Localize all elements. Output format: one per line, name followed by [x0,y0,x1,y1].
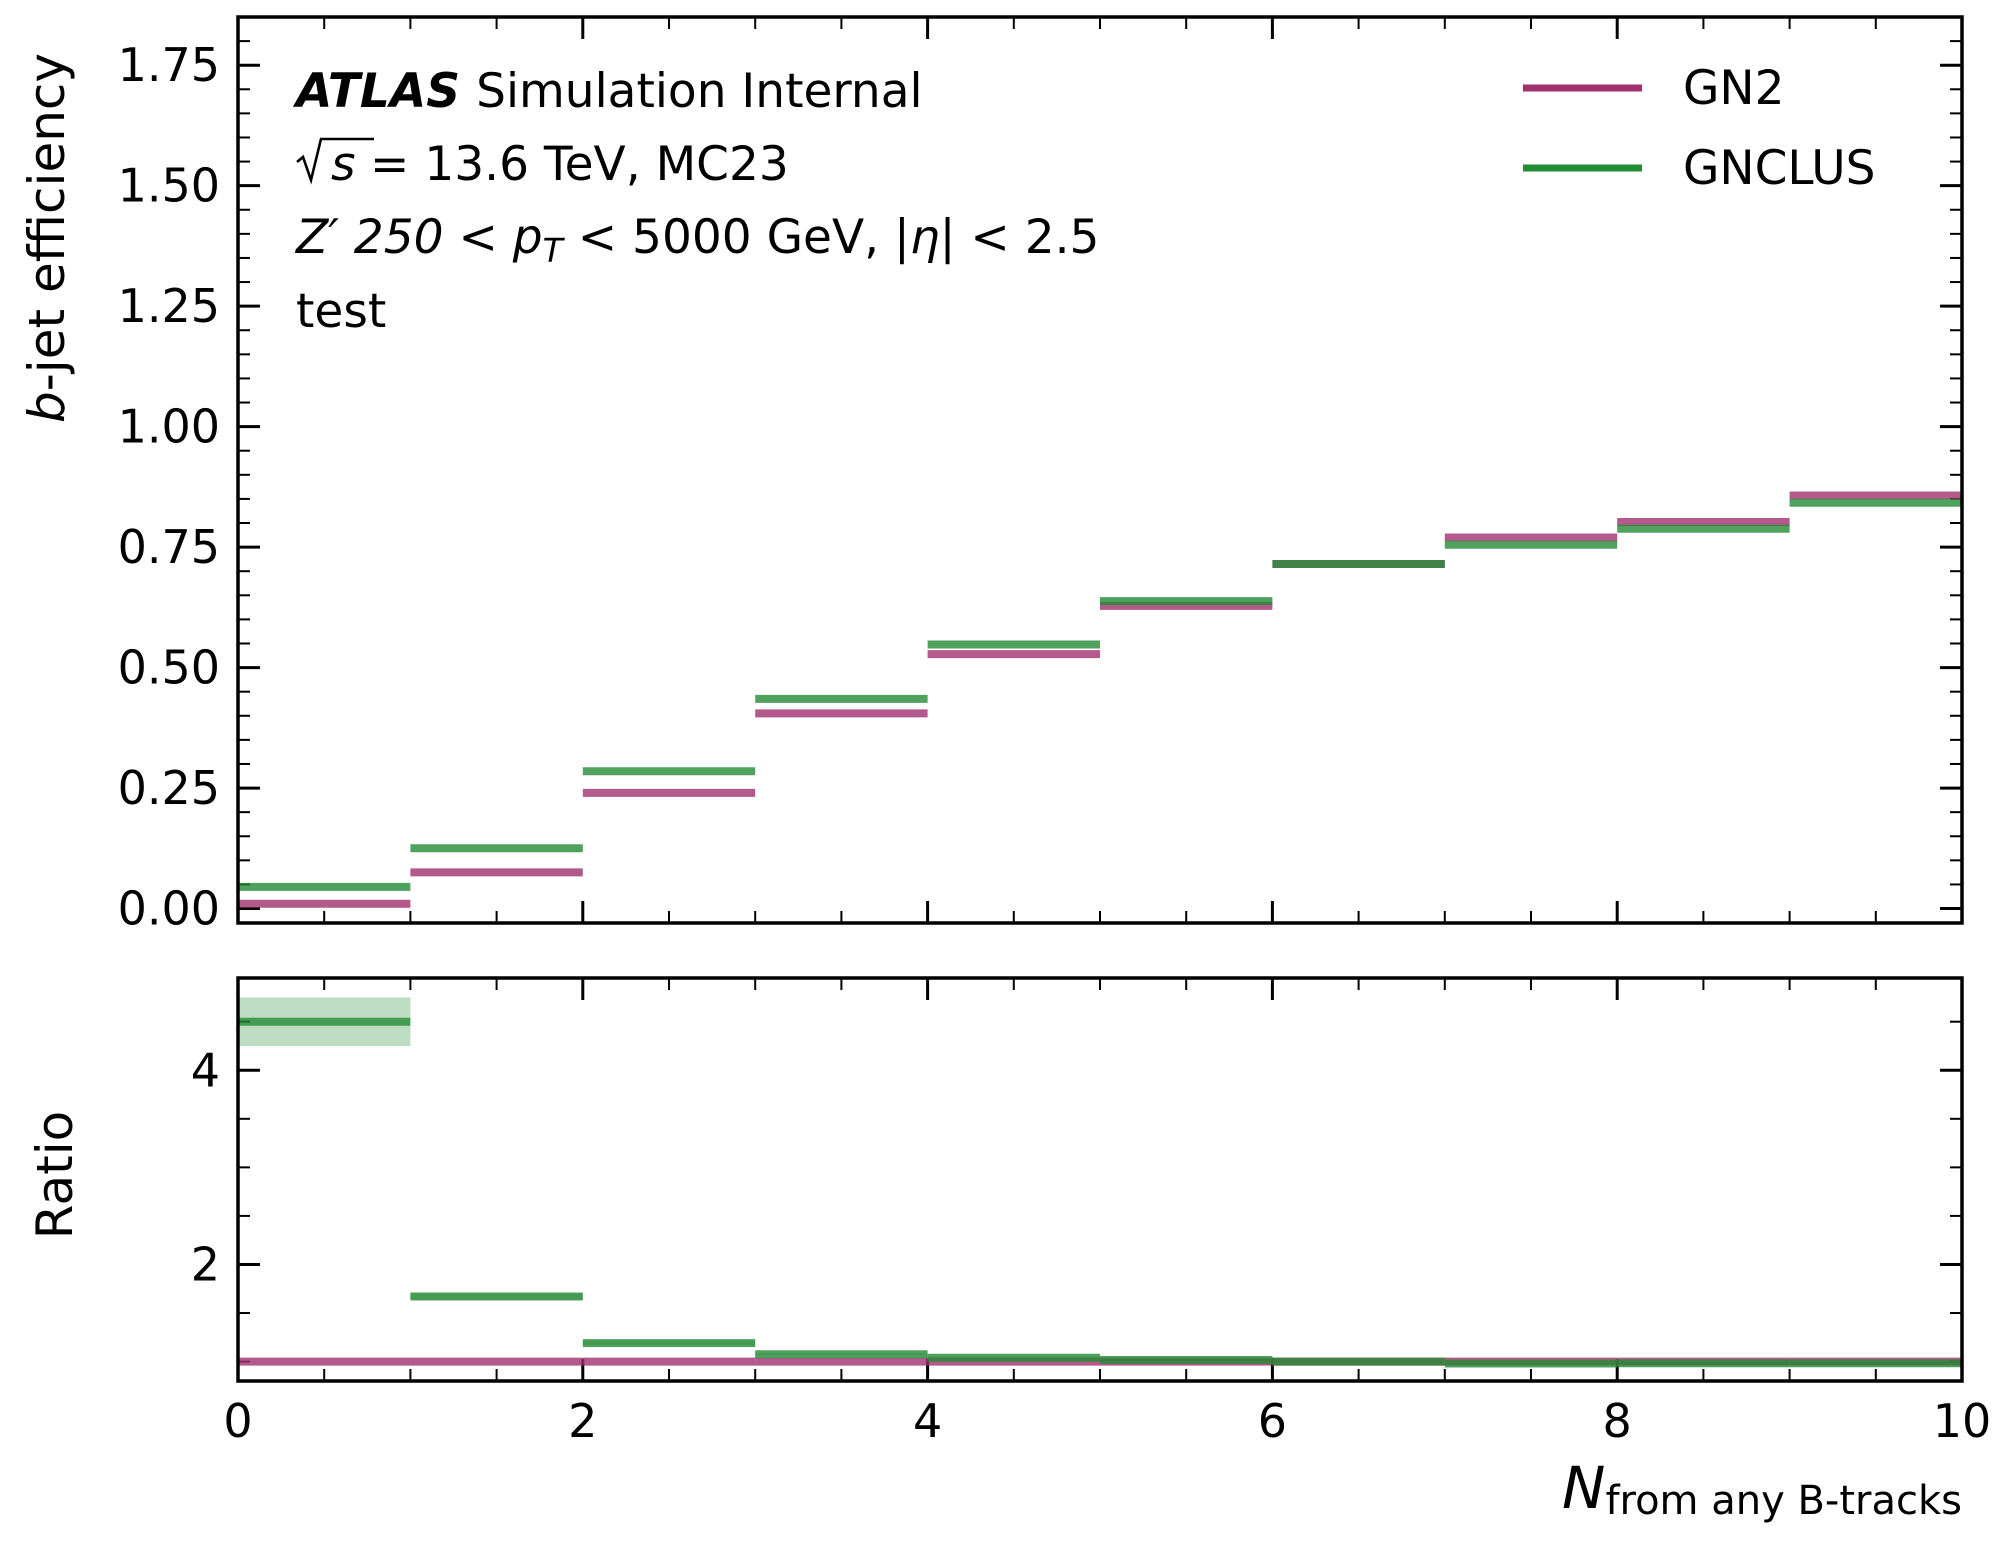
x-tick-label: 6 [1258,1394,1287,1448]
legend-gn2-label: GN2 [1683,61,1784,116]
y-tick-label: 1.00 [118,400,220,454]
top-axes-frame [236,15,1964,925]
x-tick-label: 2 [568,1394,597,1448]
ratio-minor-ticks [238,978,1962,1381]
y-tick-label: 0.75 [118,520,220,574]
y-tick-label: 1.50 [118,159,220,213]
x-tick-labels: 0 2 4 6 8 10 [223,1394,1991,1448]
ratio-major-ticks [238,978,1962,1381]
y-tick-label: 1.75 [118,38,220,92]
x-tick-label: 8 [1603,1394,1632,1448]
legend: GN2 GNCLUS [1523,61,1875,196]
top-y-axis-label: b-jet efficiency [18,53,76,423]
ratio-axes-frame [236,976,1964,1383]
svg-text:= 13.6 TeV, MC23: = 13.6 TeV, MC23 [370,137,789,192]
ratio-series [238,1017,1962,1368]
ratio-y-tick-label: 4 [191,1043,220,1097]
ratio-y-tick-label: 2 [191,1237,220,1291]
efficiency-panel: 0.00 0.25 0.50 0.75 1.00 1.25 1.50 1.75 b-jet e… [18,15,1964,936]
svg-text:s: s [331,137,356,192]
top-y-tick-labels: 0.00 0.25 0.50 0.75 1.00 1.25 1.50 1.75 [118,38,220,935]
ratio-y-axis-label: Ratio [26,1111,84,1239]
legend-gnclus-label: GNCLUS [1683,141,1875,196]
energy-label: s = 13.6 TeV, MC23 [296,137,789,192]
x-axis-label: Nfrom any B-tracks [1562,1454,1962,1524]
top-series [238,491,1962,908]
ratio-panel: 24 0 2 4 6 8 10 Ratio Nfrom any B-tracks [26,976,1991,1524]
top-major-ticks [238,17,1962,923]
y-tick-label: 0.25 [118,761,220,815]
top-minor-ticks [238,17,1962,923]
y-tick-label: 0.50 [118,641,220,695]
sqrt-symbol [296,137,374,185]
y-tick-label: 1.25 [118,279,220,333]
sample-label: test [296,284,386,339]
ratio-uncertainty-bands [238,997,1962,1365]
x-tick-label: 0 [223,1394,252,1448]
x-tick-label: 10 [1933,1394,1992,1448]
experiment-label: ATLAS Simulation Internal [292,64,923,119]
x-tick-label: 4 [913,1394,942,1448]
y-tick-label: 0.00 [118,882,220,936]
selection-label: Z′ 250 < pT < 5000 GeV, |η| < 2.5 [294,210,1099,270]
ratio-y-tick-labels: 24 [191,1043,220,1291]
